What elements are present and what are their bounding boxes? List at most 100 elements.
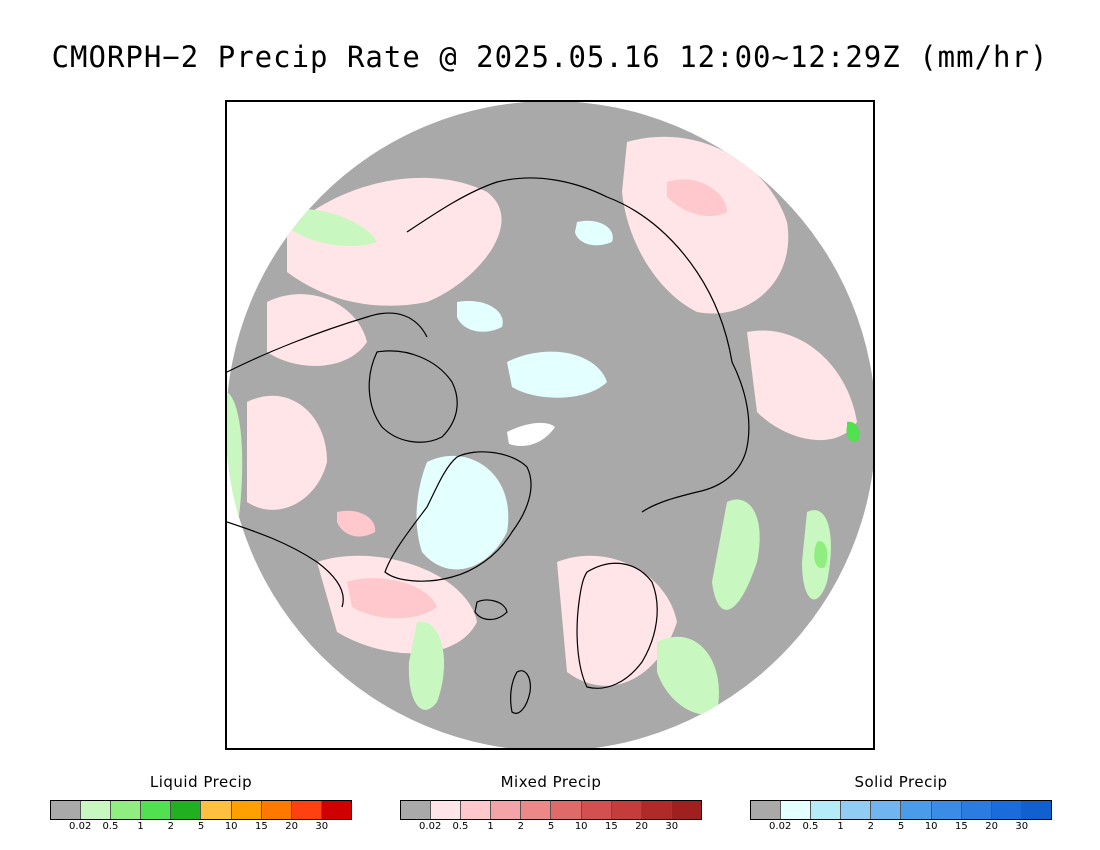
coastline-alaska-siberia xyxy=(406,177,733,363)
tick-labels: 0.02 0.5 1 2 5 10 15 20 30 xyxy=(750,820,1052,834)
coastline-greenland xyxy=(384,451,532,582)
legend-tick-label: 0.02 xyxy=(769,821,792,832)
legend-tick-label: 1 xyxy=(837,821,844,832)
legend-tick-label: 30 xyxy=(665,821,679,832)
legend-tick-label: 30 xyxy=(1015,821,1029,832)
precip-patch-liquid xyxy=(408,621,445,710)
legend-swatch xyxy=(991,801,1022,819)
precip-map-canvas xyxy=(227,102,873,748)
legend-tick-label: 20 xyxy=(635,821,648,832)
legend-swatch xyxy=(961,801,992,819)
legend-swatch xyxy=(201,801,232,819)
legend-swatch xyxy=(901,801,932,819)
coastlines xyxy=(227,177,750,714)
coastline-iceland xyxy=(474,599,508,621)
legend-swatch xyxy=(871,801,902,819)
color-bar xyxy=(750,800,1052,820)
legend-tick-label: 30 xyxy=(315,821,329,832)
legend-tick-label: 5 xyxy=(197,821,205,832)
legend-title: Solid Precip xyxy=(854,773,948,791)
coastline-canadian-archipelago xyxy=(368,350,458,443)
precip-patch-liquid xyxy=(814,541,828,569)
precip-patch-solid xyxy=(507,351,607,398)
legend-swatch xyxy=(781,801,812,819)
legend-tick-label: 10 xyxy=(224,821,238,832)
coastline-scandinavia xyxy=(576,562,658,689)
legend-swatch xyxy=(491,801,522,819)
legend-tick-label: 20 xyxy=(985,821,998,832)
precip-patch-mixed xyxy=(622,136,789,314)
legend-mixed-precip: Mixed Precip 0.02 0.5 1 2 5 10 15 20 30 xyxy=(400,772,702,834)
legend-swatch xyxy=(261,801,292,819)
precip-patch-mixed xyxy=(747,330,857,441)
precip-patch-liquid xyxy=(846,421,860,443)
legend-swatch xyxy=(291,801,322,819)
legend-swatch xyxy=(671,801,701,819)
legend-swatch xyxy=(751,801,782,819)
legend-tick-label: 20 xyxy=(285,821,298,832)
legend-swatch xyxy=(111,801,142,819)
legend-tick-label: 1 xyxy=(487,821,494,832)
legend-title: Mixed Precip xyxy=(500,773,602,791)
legend-swatch xyxy=(641,801,672,819)
color-bar xyxy=(50,800,352,820)
legend-swatch xyxy=(931,801,962,819)
legend-swatch xyxy=(581,801,612,819)
legend-tick-label: 10 xyxy=(924,821,938,832)
legend-tick-label: 10 xyxy=(574,821,588,832)
legend-tick-label: 0.5 xyxy=(802,821,819,832)
legend-title: Liquid Precip xyxy=(149,773,253,791)
legend-tick-label: 15 xyxy=(255,821,268,832)
legend-swatch xyxy=(321,801,351,819)
legend-swatch xyxy=(51,801,82,819)
polar-data-gap xyxy=(507,422,555,447)
legend-liquid-precip: Liquid Precip 0.02 0.5 1 2 5 10 15 20 30 xyxy=(50,772,352,834)
precip-patch-solid xyxy=(457,301,503,332)
legend-solid-precip: Solid Precip 0.02 0.5 1 2 5 10 15 20 30 xyxy=(750,772,1052,834)
legend-swatch xyxy=(461,801,492,819)
tick-labels: 0.02 0.5 1 2 5 10 15 20 30 xyxy=(50,820,352,834)
legend-tick-label: 0.02 xyxy=(419,821,442,832)
color-bar xyxy=(400,800,702,820)
polar-precip-map xyxy=(225,100,875,750)
legend-swatch xyxy=(401,801,432,819)
legend-swatch xyxy=(141,801,172,819)
legend-tick-label: 1 xyxy=(137,821,144,832)
precip-patch-liquid xyxy=(657,636,719,715)
tick-labels: 0.02 0.5 1 2 5 10 15 20 30 xyxy=(400,820,702,834)
legend-tick-label: 5 xyxy=(547,821,555,832)
legend-swatch xyxy=(521,801,552,819)
legend-tick-label: 2 xyxy=(517,821,524,832)
precip-patch-solid xyxy=(416,455,509,570)
coastline-uk xyxy=(510,670,531,714)
legend-swatch xyxy=(81,801,112,819)
legend-swatch xyxy=(1021,801,1051,819)
legend-tick-label: 2 xyxy=(167,821,174,832)
legend-tick-label: 5 xyxy=(897,821,905,832)
legend-tick-label: 2 xyxy=(867,821,874,832)
legend-swatch xyxy=(551,801,582,819)
legend-swatch xyxy=(231,801,262,819)
precip-patch-mixed xyxy=(347,578,437,619)
precip-patch-mixed xyxy=(337,510,376,537)
precip-patch-mixed xyxy=(267,294,367,366)
legend-swatch xyxy=(611,801,642,819)
legend-tick-label: 15 xyxy=(605,821,618,832)
precip-patch-mixed xyxy=(287,177,502,306)
precip-patch-mixed xyxy=(247,395,327,510)
precip-patch-mixed xyxy=(667,179,727,217)
precip-patch-liquid xyxy=(712,499,760,610)
legend-tick-label: 15 xyxy=(955,821,968,832)
legend-tick-label: 0.02 xyxy=(69,821,92,832)
legend-swatch xyxy=(171,801,202,819)
legend-tick-label: 0.5 xyxy=(452,821,469,832)
legend-swatch xyxy=(811,801,842,819)
legend-swatch xyxy=(841,801,872,819)
map-title: CMORPH−2 Precip Rate @ 2025.05.16 12:00~… xyxy=(51,40,1049,74)
precip-patch-liquid xyxy=(287,209,377,247)
precip-patch-solid xyxy=(575,220,613,246)
legend-swatch xyxy=(431,801,462,819)
coastline-siberia xyxy=(641,361,750,513)
coastline-north-america xyxy=(227,312,428,608)
legend-tick-label: 0.5 xyxy=(102,821,119,832)
